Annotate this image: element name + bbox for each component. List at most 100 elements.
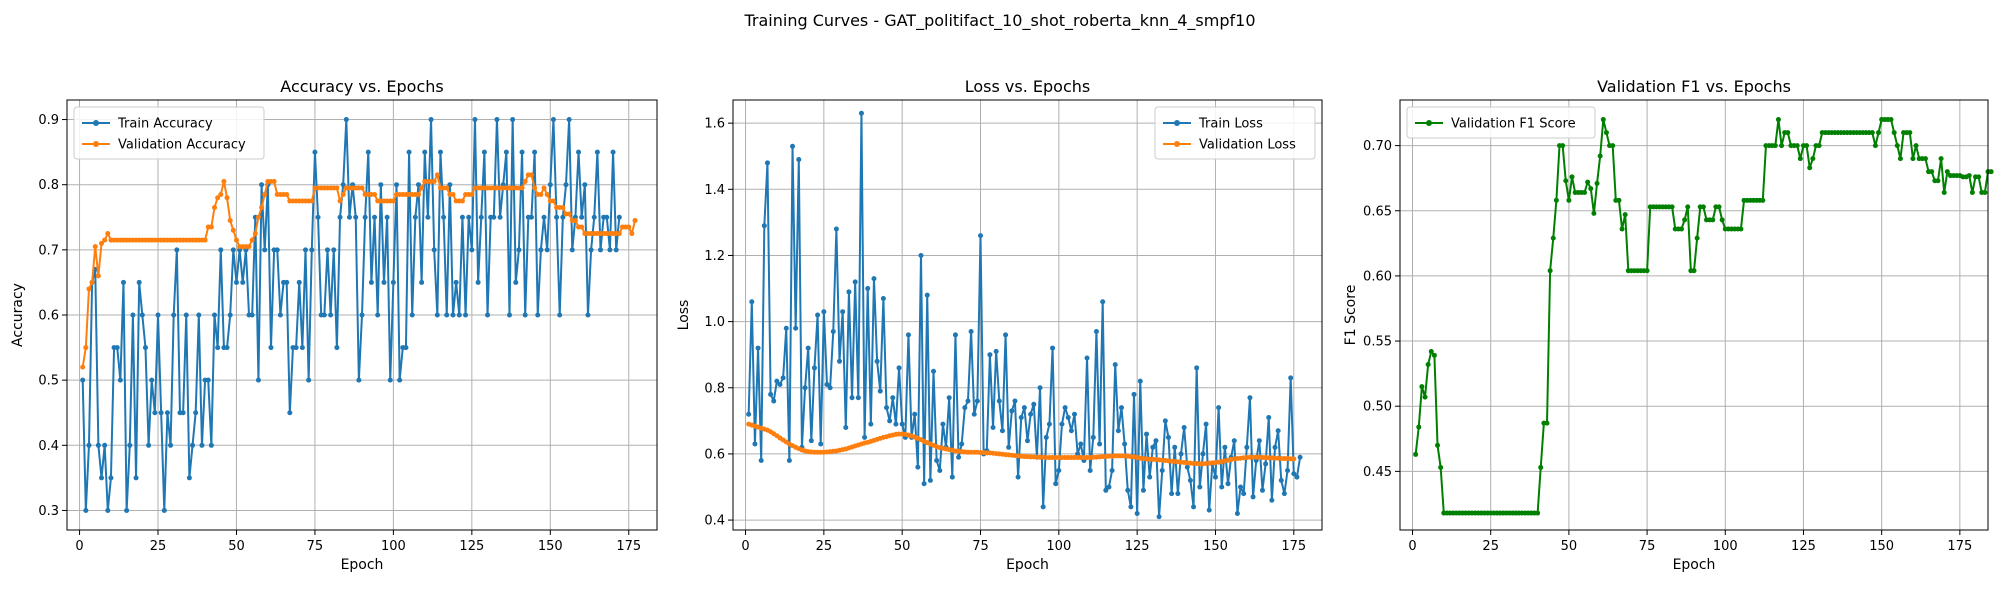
loss-series-0-point-93 bbox=[1037, 385, 1043, 391]
loss-legend-marker-1 bbox=[1174, 141, 1180, 147]
accuracy-series-0-point-80 bbox=[331, 247, 337, 253]
accuracy-series-0-point-1 bbox=[83, 507, 89, 513]
f1-series-0-point-177 bbox=[1966, 173, 1972, 179]
loss-series-0-point-108 bbox=[1084, 355, 1090, 361]
loss-series-0-point-149 bbox=[1212, 474, 1218, 480]
accuracy-series-1-point-153 bbox=[560, 205, 566, 210]
loss-series-0-point-173 bbox=[1288, 375, 1294, 381]
loss-series-0-point-87 bbox=[1018, 415, 1024, 421]
f1-panel: 0 25 50 75 100 125 150 175 0.45 0.50 0.55 0.60 0.65 0… bbox=[1343, 77, 1994, 573]
accuracy-series-1-point-57 bbox=[259, 205, 265, 210]
loss-series-0-point-30 bbox=[840, 309, 846, 315]
f1-series-0-point-86 bbox=[1682, 217, 1688, 223]
accuracy-series-0-point-23 bbox=[152, 410, 158, 416]
accuracy-series-0-point-135 bbox=[503, 149, 509, 155]
accuracy-series-1-point-47 bbox=[227, 218, 233, 224]
f1-xtick-label-2: 50 bbox=[1561, 539, 1578, 554]
accuracy-series-0-point-60 bbox=[268, 345, 274, 351]
accuracy-legend-label-1: Validation Accuracy bbox=[118, 138, 246, 153]
loss-series-0-point-8 bbox=[771, 398, 777, 404]
loss-series-0-point-56 bbox=[921, 481, 927, 487]
f1-series-0-point-42 bbox=[1544, 420, 1550, 426]
accuracy-series-0-point-65 bbox=[284, 279, 290, 285]
f1-series-0-point-152 bbox=[1888, 117, 1894, 123]
loss-series-0-point-28 bbox=[833, 226, 839, 232]
loss-series-0-point-140 bbox=[1184, 464, 1190, 470]
loss-series-0-point-86 bbox=[1015, 474, 1021, 480]
accuracy-series-0-point-47 bbox=[227, 312, 233, 318]
accuracy-series-0-point-2 bbox=[86, 442, 92, 448]
loss-series-0-point-74 bbox=[978, 233, 984, 239]
f1-series-0-point-3 bbox=[1422, 394, 1428, 400]
f1-series-0-point-123 bbox=[1797, 156, 1803, 162]
loss-series-0-point-163 bbox=[1256, 438, 1262, 444]
accuracy-series-0-point-154 bbox=[563, 182, 569, 188]
loss-series-0-point-110 bbox=[1090, 434, 1096, 440]
loss-series-0-point-132 bbox=[1159, 467, 1165, 473]
f1-series-0-point-122 bbox=[1794, 143, 1800, 149]
accuracy-series-0-point-138 bbox=[513, 279, 519, 285]
f1-legend: Validation F1 Score bbox=[1406, 106, 1596, 139]
loss-series-0-point-14 bbox=[790, 143, 796, 149]
accuracy-series-1-point-147 bbox=[541, 185, 547, 191]
loss-series-0-point-137 bbox=[1175, 491, 1181, 497]
accuracy-series-0-point-89 bbox=[359, 312, 365, 318]
accuracy-series-0-point-93 bbox=[372, 214, 378, 220]
accuracy-series-0-point-156 bbox=[569, 247, 575, 253]
accuracy-series-1-point-49 bbox=[233, 237, 239, 243]
f1-series-0-point-111 bbox=[1760, 197, 1766, 203]
loss-series-0-point-88 bbox=[1021, 405, 1027, 411]
accuracy-series-0-point-121 bbox=[459, 214, 465, 220]
accuracy-series-0-point-122 bbox=[463, 312, 469, 318]
accuracy-series-1-point-141 bbox=[522, 178, 528, 184]
f1-series-0-point-126 bbox=[1807, 165, 1813, 171]
loss-series-0-point-3 bbox=[755, 345, 761, 351]
loss-series-0-point-62 bbox=[940, 421, 946, 427]
accuracy-series-0-point-81 bbox=[334, 345, 340, 351]
accuracy-series-1-point-148 bbox=[544, 191, 550, 197]
accuracy-series-1-point-81 bbox=[334, 185, 340, 191]
accuracy-series-1-point-171 bbox=[616, 231, 622, 237]
accuracy-series-0-point-164 bbox=[594, 149, 600, 155]
accuracy-series-0-point-9 bbox=[108, 475, 114, 481]
f1-series-0-point-40 bbox=[1538, 464, 1544, 470]
accuracy-series-1-point-4 bbox=[92, 244, 98, 250]
loss-series-0-point-142 bbox=[1191, 504, 1197, 510]
loss-series-0-point-41 bbox=[874, 358, 880, 364]
loss-series-0-point-29 bbox=[837, 358, 843, 364]
loss-series-0-point-104 bbox=[1071, 411, 1077, 417]
loss-series-0-point-69 bbox=[962, 405, 968, 411]
loss-series-0-point-46 bbox=[890, 395, 896, 401]
loss-series-0-point-118 bbox=[1115, 428, 1121, 434]
accuracy-series-0-point-163 bbox=[591, 214, 597, 220]
f1-ytick-label-2: 0.55 bbox=[1363, 335, 1392, 350]
accuracy-series-0-point-29 bbox=[171, 312, 177, 318]
accuracy-series-1-point-113 bbox=[434, 172, 440, 178]
f1-ytick-label-4: 0.65 bbox=[1363, 204, 1392, 219]
loss-series-0-point-23 bbox=[818, 441, 824, 447]
loss-series-0-point-109 bbox=[1087, 467, 1093, 473]
loss-series-0-point-48 bbox=[896, 365, 902, 371]
loss-series-0-point-16 bbox=[796, 157, 802, 163]
f1-xtick-label-1: 25 bbox=[1482, 539, 1499, 554]
accuracy-series-0-point-6 bbox=[99, 475, 105, 481]
accuracy-series-0-point-144 bbox=[532, 149, 538, 155]
loss-series-0-point-57 bbox=[924, 292, 930, 298]
loss-series-0-point-166 bbox=[1266, 415, 1272, 421]
accuracy-series-0-point-28 bbox=[168, 442, 174, 448]
loss-series-0-point-55 bbox=[918, 252, 924, 258]
loss-chart-title: Loss vs. Epochs bbox=[965, 77, 1090, 96]
accuracy-series-1-point-54 bbox=[249, 237, 255, 243]
loss-series-0-markers bbox=[746, 110, 1303, 520]
accuracy-series-0-point-30 bbox=[174, 247, 180, 253]
f1-series-0-point-155 bbox=[1897, 156, 1903, 162]
accuracy-y-axis-label: Accuracy bbox=[10, 283, 26, 347]
accuracy-series-0-point-68 bbox=[293, 345, 299, 351]
loss-series-0-point-72 bbox=[971, 411, 977, 417]
accuracy-series-0-point-26 bbox=[161, 507, 167, 513]
accuracy-series-0-point-33 bbox=[183, 312, 189, 318]
accuracy-series-1-point-143 bbox=[528, 172, 534, 178]
loss-series-0-point-84 bbox=[1009, 408, 1015, 414]
loss-legend: Train Loss Validation Loss bbox=[1154, 106, 1316, 160]
loss-series-0-point-80 bbox=[996, 398, 1002, 404]
